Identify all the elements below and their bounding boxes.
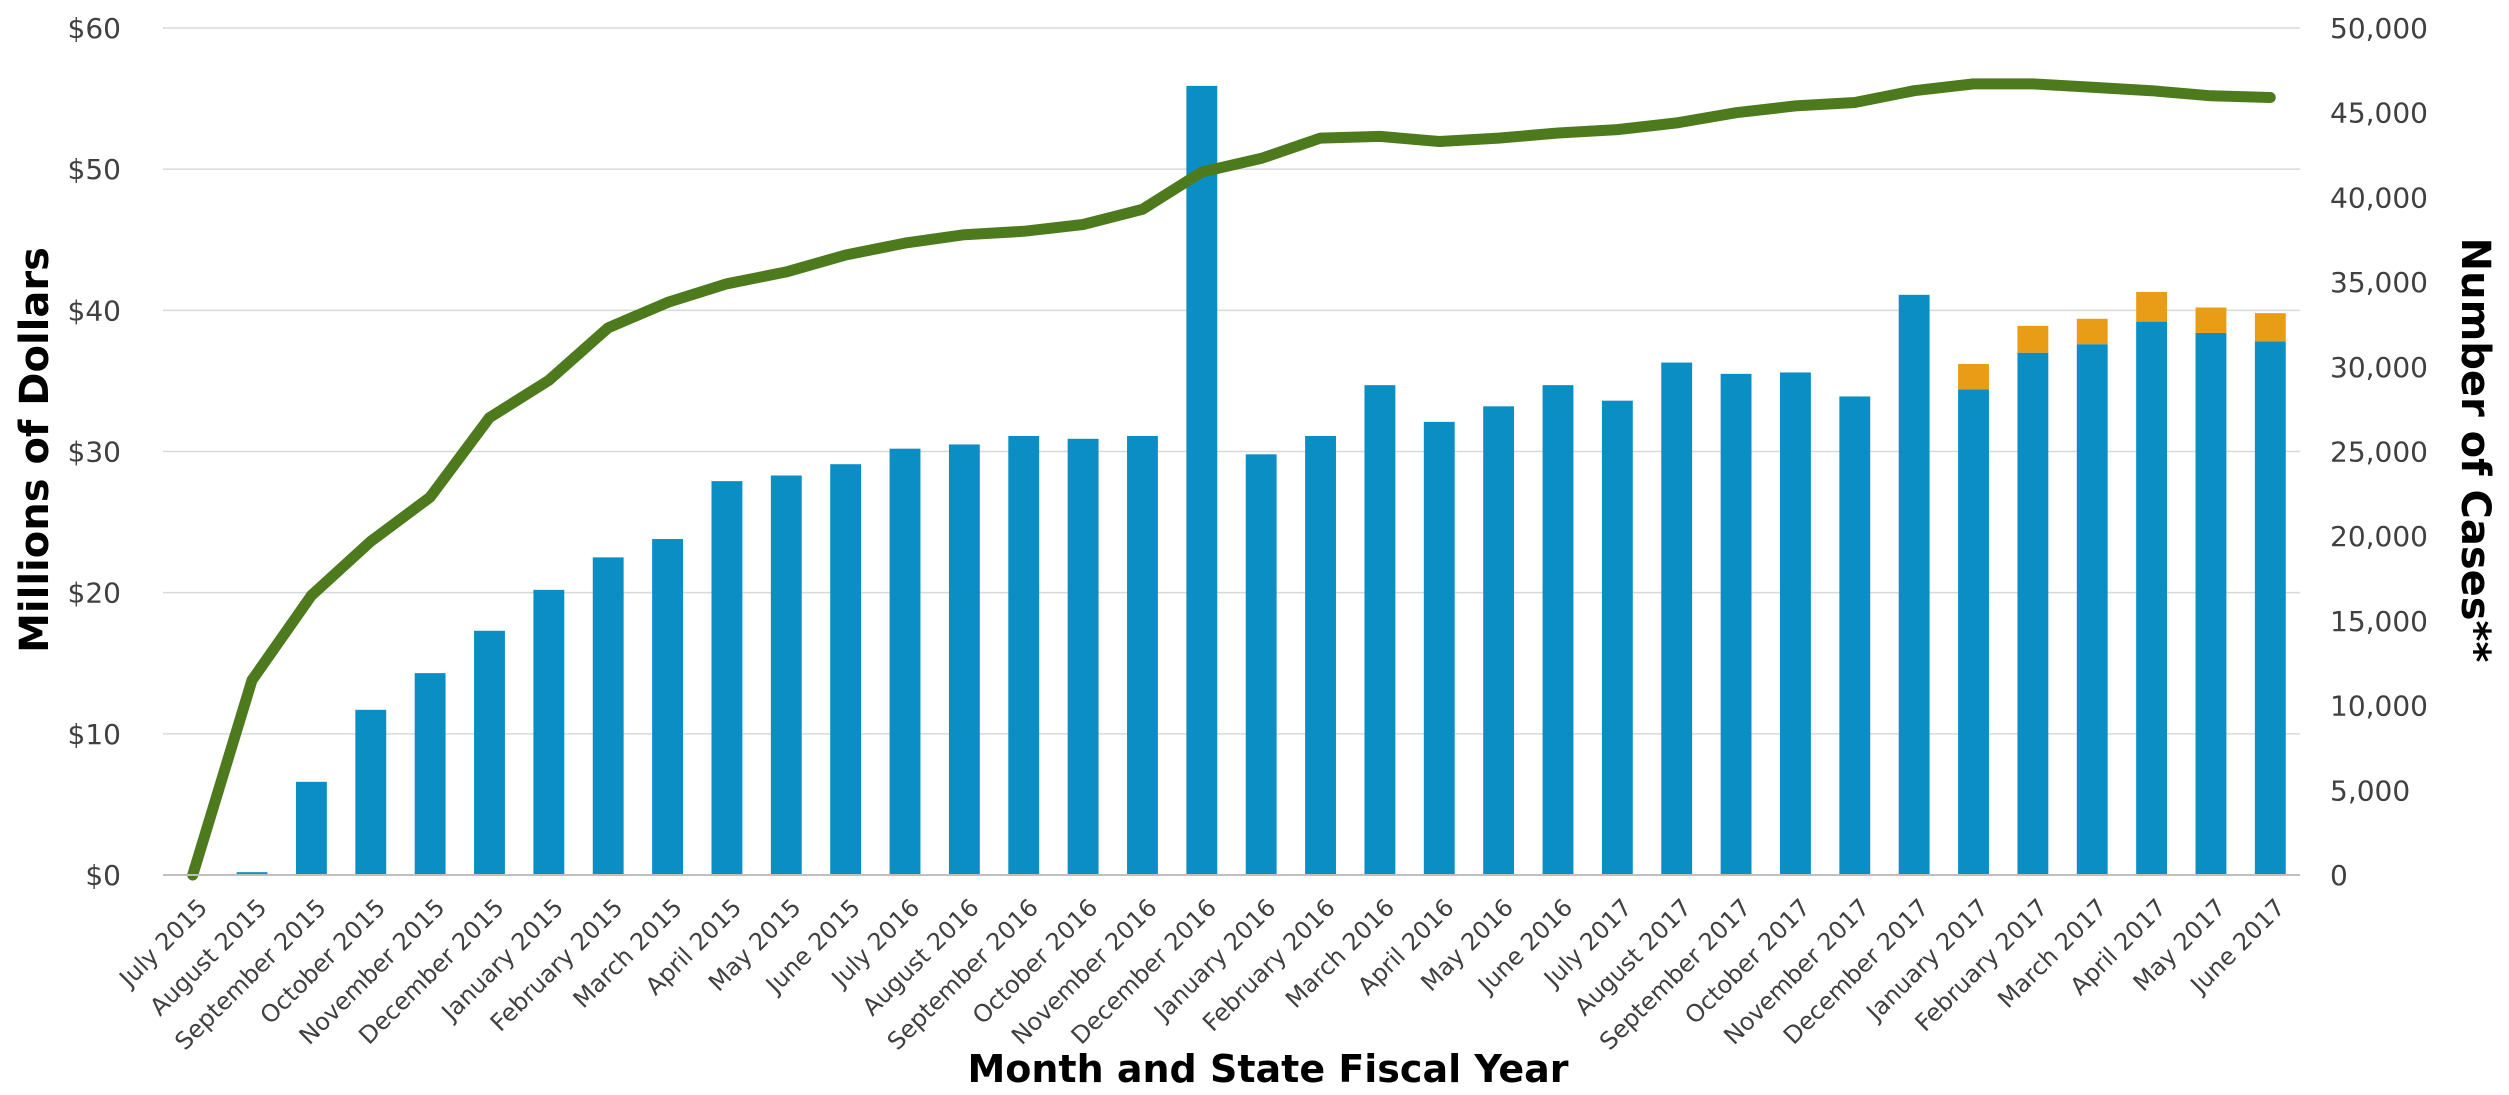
- cases-line: [187, 78, 2276, 881]
- y2-tick-label: 50,000: [2330, 12, 2428, 45]
- bar: [1245, 454, 1277, 875]
- y2-tick-label: 0: [2330, 859, 2348, 892]
- bar: [830, 464, 862, 875]
- bar: [2017, 352, 2049, 875]
- bar: [1779, 372, 1811, 875]
- bar: [2195, 332, 2227, 875]
- bar: [1067, 438, 1099, 875]
- bar-stacked-segment: [2195, 307, 2227, 333]
- bar: [948, 444, 980, 875]
- bar: [533, 589, 565, 875]
- bar-stacked-segment: [2136, 291, 2168, 322]
- bar: [1958, 389, 1989, 875]
- bar: [236, 872, 268, 875]
- bar: [652, 539, 684, 875]
- y-tick-label: $20: [68, 577, 121, 610]
- y-tick-label: $40: [68, 294, 121, 327]
- y-tick-label: $0: [85, 859, 121, 892]
- y2-tick-label: 45,000: [2330, 97, 2428, 130]
- y2-tick-label: 35,000: [2330, 266, 2428, 299]
- y-tick-label: $30: [68, 436, 121, 469]
- bar-stacked-segment: [2254, 313, 2286, 342]
- bar: [2136, 321, 2168, 875]
- y2-tick-label: 10,000: [2330, 690, 2428, 723]
- y2-tick-label: 20,000: [2330, 520, 2428, 553]
- case-line: [187, 78, 2276, 881]
- bar: [1542, 385, 1574, 875]
- bar: [1839, 396, 1871, 875]
- bar: [1661, 362, 1693, 875]
- bar: [414, 673, 446, 875]
- y2-tick-label: 25,000: [2330, 436, 2428, 469]
- bar-stacked-segment: [1958, 363, 1989, 390]
- y2-tick-label: 40,000: [2330, 181, 2428, 214]
- y-tick-label: $60: [68, 12, 121, 45]
- bar: [1305, 435, 1336, 875]
- bar: [889, 448, 921, 875]
- bar: [295, 781, 327, 875]
- bar: [1008, 435, 1040, 875]
- y2-tick-label: 15,000: [2330, 605, 2428, 638]
- y-axis-title: Millions of Dollars: [12, 247, 58, 653]
- bar: [770, 475, 802, 875]
- right-axis-ticks: 0 5,000 10,000 15,000 20,000 25,000 30,000 35,0…: [2330, 12, 2428, 892]
- x-axis-title: Month and State Fiscal Year: [967, 1047, 1568, 1091]
- bars: [236, 85, 2286, 875]
- left-axis-ticks: $0 $10 $20 $30 $40 $50 $60: [68, 12, 121, 892]
- bar: [592, 557, 624, 875]
- bar: [1127, 435, 1158, 875]
- y-tick-label: $10: [68, 718, 121, 751]
- bar: [2076, 344, 2108, 875]
- y2-tick-label: 5,000: [2330, 774, 2410, 807]
- bar: [474, 630, 505, 875]
- bar-stacked-segment: [2017, 325, 2049, 353]
- bar: [1720, 373, 1752, 875]
- bar: [1898, 294, 1930, 875]
- bar: [1601, 400, 1633, 875]
- bar: [1364, 385, 1396, 875]
- y2-axis-title: Number of Cases**: [2452, 238, 2498, 663]
- bar: [711, 481, 743, 875]
- bar-stacked-segment: [2076, 318, 2108, 345]
- bar: [355, 709, 387, 875]
- bar: [2254, 341, 2286, 875]
- bar: [1423, 421, 1455, 875]
- bar: [1483, 406, 1515, 875]
- y2-tick-label: 30,000: [2330, 351, 2428, 384]
- bar: [1186, 85, 1218, 875]
- y-tick-label: $50: [68, 153, 121, 186]
